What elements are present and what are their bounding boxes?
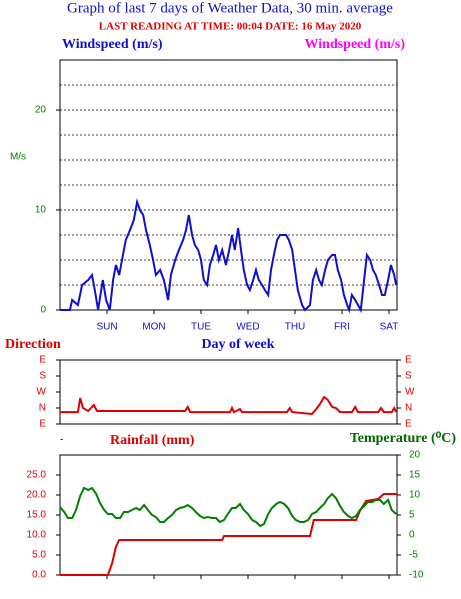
x-tick-label: SUN [96,322,117,333]
x-tick-label: MON [142,322,165,333]
x-tick-label: FRI [334,322,350,333]
right-label: Windspeed (m/s) [305,37,406,52]
temp-label: Temperature (⁰C) [350,431,457,446]
y-tick-label: 0 [40,305,46,316]
y2-tick-label: 0 [409,530,415,541]
rain-label: Rainfall (mm) [110,433,195,448]
direction-label: Direction [5,337,61,352]
y2-tick-label: 15 [409,470,421,481]
y-tick-label: S [39,371,46,382]
data-line [60,198,398,314]
y2-tick-label: -5 [409,550,418,561]
data-line [60,395,398,416]
x-tick-label: THU [285,322,306,333]
y-axis-label: M/s [10,152,26,163]
y-tick-label-right: S [405,371,412,382]
page-title: Graph of last 7 days of Weather Data, 30… [67,0,393,16]
y2-tick-label: -10 [409,570,424,581]
x-tick-label: WED [236,322,259,333]
y-tick-label: 5.0 [32,550,46,561]
x-tick-label: TUE [191,322,211,333]
y-tick-label: W [37,387,47,398]
y-tick-label: 15.0 [27,510,47,521]
y2-tick-label: 5 [409,510,415,521]
x-tick-label: SAT [380,322,399,333]
y-tick-label-right: E [405,355,412,366]
data-line [59,486,397,528]
y-tick-label: N [39,403,46,414]
x-axis-label: Day of week [201,337,274,352]
y-tick-label-right: N [405,403,412,414]
footnote: - [60,435,63,446]
y2-tick-label: 10 [409,490,421,501]
y-tick-label: E [39,355,46,366]
y-tick-label: 25.0 [27,470,47,481]
y-tick-label: 20.0 [27,490,47,501]
y-tick-label: 10.0 [27,530,47,541]
data-line [60,493,397,576]
y-tick-label: E [39,419,46,430]
series-label: Windspeed (m/s) [62,37,163,52]
page-subtitle: LAST READING AT TIME: 00:04 DATE: 16 May… [99,21,362,33]
y-tick-label: 10 [35,205,47,216]
y-tick-label-right: W [405,387,415,398]
y-tick-label: 0.0 [32,570,46,581]
y2-tick-label: 20 [409,450,421,461]
y-tick-label: 20 [35,105,47,116]
y-tick-label-right: E [405,419,412,430]
